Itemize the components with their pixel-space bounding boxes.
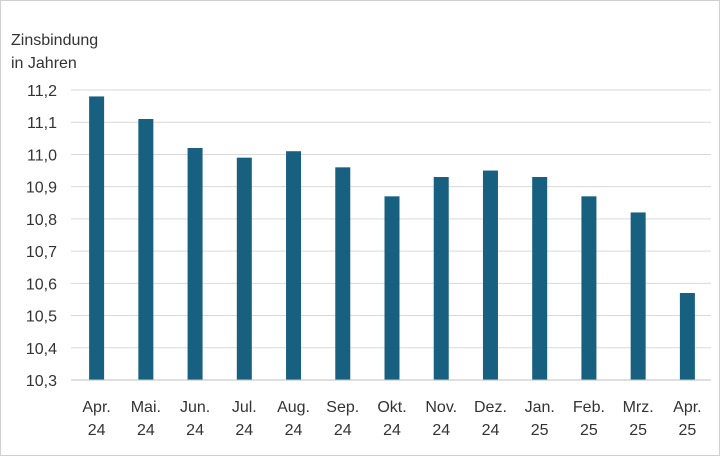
x-category-month: Apr. bbox=[673, 399, 701, 416]
x-axis-categories: Apr. 24 Mai. 24 Jun. 24 Jul. 24 Aug. 24 Sep. 24 Okt.… bbox=[82, 399, 701, 439]
x-category-year: 24 bbox=[334, 422, 352, 439]
x-category-year: 25 bbox=[629, 422, 647, 439]
bar bbox=[187, 148, 203, 380]
bar bbox=[335, 167, 351, 380]
x-category-year: 24 bbox=[482, 422, 500, 439]
y-tick-label: 10,5 bbox=[26, 309, 57, 326]
x-category-month: Jul. bbox=[232, 399, 257, 416]
x-category-month: Jan. bbox=[525, 399, 555, 416]
bars bbox=[89, 96, 695, 380]
y-tick-label: 10,7 bbox=[26, 244, 57, 261]
x-category-month: Aug. bbox=[277, 399, 310, 416]
x-category-month: Apr. bbox=[82, 399, 110, 416]
y-tick-label: 10,9 bbox=[26, 180, 57, 197]
y-tick-label: 11,1 bbox=[27, 115, 57, 132]
x-category-year: 24 bbox=[137, 422, 155, 439]
x-category-year: 24 bbox=[186, 422, 204, 439]
x-category-year: 25 bbox=[580, 422, 598, 439]
x-category-year: 25 bbox=[531, 422, 549, 439]
bar bbox=[630, 212, 646, 380]
y-axis-title-line-2: in Jahren bbox=[11, 55, 77, 72]
y-axis-ticks: 10,3 10,4 10,5 10,6 10,7 10,8 10,9 11,0 11,1 11,2 bbox=[26, 83, 57, 390]
y-axis-title: Zinsbindung in Jahren bbox=[11, 32, 98, 72]
bar bbox=[236, 157, 252, 380]
bar bbox=[433, 177, 449, 380]
bar bbox=[482, 170, 498, 380]
x-category-month: Dez. bbox=[474, 399, 507, 416]
y-tick-label: 11,0 bbox=[27, 147, 57, 164]
x-category-year: 24 bbox=[383, 422, 401, 439]
y-tick-label: 10,6 bbox=[26, 276, 57, 293]
x-category-month: Nov. bbox=[425, 399, 457, 416]
x-category-year: 24 bbox=[88, 422, 106, 439]
x-category-month: Mai. bbox=[131, 399, 161, 416]
bar bbox=[532, 177, 548, 380]
y-tick-label: 10,3 bbox=[26, 373, 57, 390]
y-axis-title-line-1: Zinsbindung bbox=[11, 32, 98, 49]
bar bbox=[89, 96, 105, 380]
x-category-month: Jun. bbox=[180, 399, 210, 416]
x-category-month: Sep. bbox=[326, 399, 359, 416]
bar bbox=[138, 119, 154, 380]
y-tick-label: 10,4 bbox=[26, 341, 57, 358]
x-category-year: 24 bbox=[432, 422, 450, 439]
y-tick-label: 10,8 bbox=[26, 212, 57, 229]
y-tick-label: 11,2 bbox=[27, 83, 57, 100]
x-category-month: Mrz. bbox=[623, 399, 654, 416]
bar bbox=[286, 151, 302, 380]
x-category-month: Feb. bbox=[573, 399, 605, 416]
x-category-year: 24 bbox=[235, 422, 253, 439]
bar bbox=[679, 293, 695, 380]
x-category-year: 25 bbox=[678, 422, 696, 439]
bar bbox=[384, 196, 400, 380]
x-category-month: Okt. bbox=[377, 399, 406, 416]
bar bbox=[581, 196, 597, 380]
x-category-year: 24 bbox=[285, 422, 303, 439]
